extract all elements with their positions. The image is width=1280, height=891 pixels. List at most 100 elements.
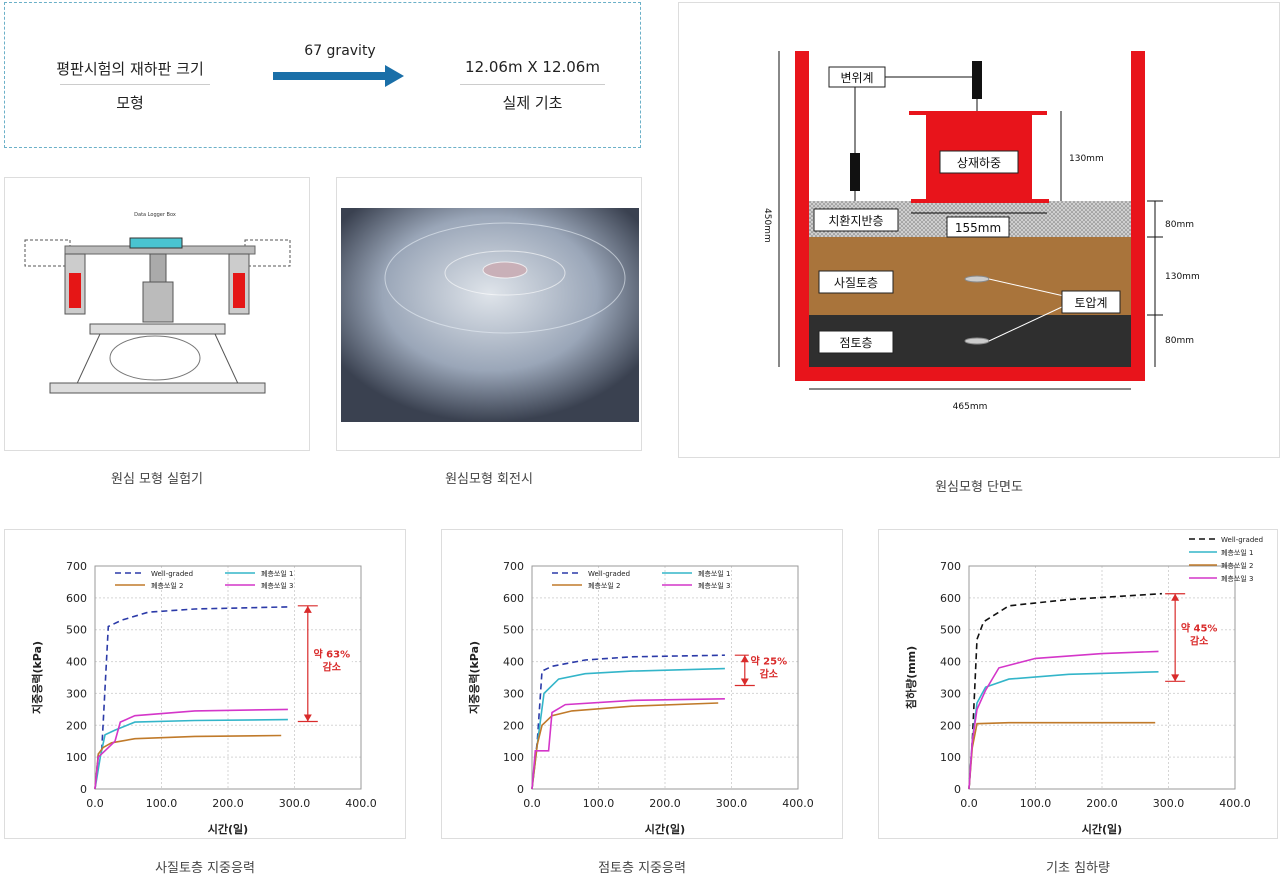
x-tick-label: 100.0 — [1020, 797, 1052, 810]
centrifuge-apparatus-drawing: Data Logger Box — [24, 212, 291, 394]
width-load-label: 155mm — [955, 221, 1001, 235]
annotation-bg — [748, 650, 789, 681]
y-tick-label: 400 — [66, 656, 87, 669]
container-bottom — [795, 367, 1145, 381]
legend-label: 폐층쏘일 3 — [698, 581, 730, 590]
x-tick-label: 300.0 — [1153, 797, 1185, 810]
replace-label: 치환지반층 — [828, 214, 883, 228]
reduction-percent: 약 25% — [750, 654, 787, 667]
series-line-3 — [531, 702, 719, 790]
y-tick-label: 500 — [940, 624, 961, 637]
x-tick-label: 0.0 — [523, 797, 541, 810]
chart-panel-sand: 0 100 200 300 400 500 600 700 0.0 100.0 200.0 300.0… — [4, 529, 406, 839]
bucket-left — [24, 239, 71, 267]
y-axis-label: 침하량(mm) — [904, 646, 918, 709]
chart-panel-settlement: 0 100 200 300 400 500 600 700 0.0 100.0 200.0 300.0… — [878, 529, 1278, 839]
gravity-label: 67 gravity — [304, 43, 376, 59]
plot-area — [968, 565, 1236, 790]
h-load-label: 130mm — [1069, 154, 1104, 164]
series-line-1 — [531, 654, 725, 790]
series-line-4 — [94, 708, 288, 790]
arrow-head-icon — [740, 678, 749, 686]
height-total-label: 450mm — [762, 208, 772, 243]
x-tick-label: 200.0 — [1086, 797, 1118, 810]
pressure-cell-clay — [964, 337, 990, 345]
series-line-2 — [94, 718, 288, 790]
y-tick-label: 200 — [503, 719, 524, 732]
y-tick-label: 100 — [66, 751, 87, 764]
plot-area — [94, 565, 362, 790]
sample-left — [69, 273, 81, 308]
y-tick-label: 0 — [517, 783, 524, 796]
legend-label: 폐층쏘일 3 — [261, 581, 293, 590]
series-line-3 — [94, 734, 282, 790]
reduction-percent: 약 45% — [1181, 622, 1218, 635]
arrow-right-icon — [273, 65, 404, 87]
divider — [460, 84, 605, 85]
y-tick-label: 400 — [503, 656, 524, 669]
reduction-label: 감소 — [1190, 636, 1208, 648]
y-tick-label: 300 — [940, 687, 961, 700]
chart-panel-clay: 0 100 200 300 400 500 600 700 0.0 100.0 200.0 300.0… — [441, 529, 843, 839]
bucket-right — [244, 239, 291, 267]
y-tick-label: 200 — [940, 719, 961, 732]
x-tick-label: 400.0 — [1219, 797, 1251, 810]
y-tick-label: 100 — [940, 751, 961, 764]
annotation-bg — [1179, 617, 1220, 648]
legend-label: Well-graded — [588, 570, 630, 578]
platform — [89, 323, 226, 335]
section-caption: 원심모형 단면도 — [935, 480, 1023, 495]
series-line-2 — [968, 671, 1159, 790]
arrow-head-icon — [740, 655, 749, 663]
rotation-photo — [336, 177, 642, 451]
y-tick-label: 600 — [66, 592, 87, 605]
legend-label: Well-graded — [1221, 536, 1263, 544]
load-label-box — [939, 150, 1019, 174]
y-tick-label: 600 — [940, 592, 961, 605]
annotation-bg — [311, 643, 352, 674]
container-wall-left — [795, 51, 809, 381]
x-axis-label: 시간(일) — [645, 822, 685, 836]
chart-caption-sand: 사질토층 지중응력 — [155, 861, 255, 876]
arrow-head-icon — [303, 714, 312, 722]
y-tick-label: 700 — [66, 560, 87, 573]
h-sand-label: 130mm — [1165, 272, 1200, 282]
displacement-label-box — [828, 66, 886, 88]
y-tick-label: 600 — [503, 592, 524, 605]
arrow-head-icon — [303, 605, 312, 613]
replace-label-box — [813, 208, 899, 232]
y-tick-label: 0 — [80, 783, 87, 796]
width-total-label: 465mm — [953, 402, 988, 412]
x-axis-label: 시간(일) — [1082, 822, 1122, 836]
y-axis-label: 지중응력(kPa) — [467, 641, 481, 714]
ripple — [384, 222, 626, 334]
h-clay-label: 80mm — [1165, 336, 1194, 346]
reduction-percent: 약 63% — [313, 648, 350, 661]
gauge-top — [972, 61, 982, 99]
y-tick-label: 100 — [503, 751, 524, 764]
series-line-4 — [531, 698, 725, 790]
ripple — [444, 250, 566, 296]
y-tick-label: 0 — [954, 783, 961, 796]
legend-label: 폐층쏘일 3 — [1221, 574, 1253, 583]
data-logger-box — [129, 237, 183, 249]
sand-label: 사질토층 — [834, 276, 878, 290]
legend-label: 폐층쏘일 1 — [698, 569, 730, 578]
x-tick-label: 100.0 — [146, 797, 178, 810]
y-axis-label: 지중응력(kPa) — [30, 641, 44, 714]
width-load-box — [946, 216, 1010, 238]
series-line-1 — [94, 606, 292, 790]
real-foundation-label: 실제 기초 — [502, 94, 563, 112]
apparatus-caption: 원심 모형 실험기 — [111, 472, 203, 487]
sand-label-box — [818, 270, 894, 294]
reduction-label: 감소 — [323, 662, 341, 674]
y-tick-label: 200 — [66, 719, 87, 732]
reduction-label: 감소 — [760, 668, 778, 680]
clay-label-box — [818, 330, 894, 354]
series-line-4 — [968, 650, 1159, 790]
x-tick-label: 300.0 — [279, 797, 311, 810]
legend-label: 폐층쏘일 2 — [1221, 561, 1253, 570]
section-drawing: 변위계 상재하중 치환지반층 사질토층 점토층 토압계 155mm 130mm … — [762, 51, 1200, 412]
real-size-label: 12.06m X 12.06m — [465, 58, 600, 76]
series-line-3 — [968, 721, 1156, 790]
